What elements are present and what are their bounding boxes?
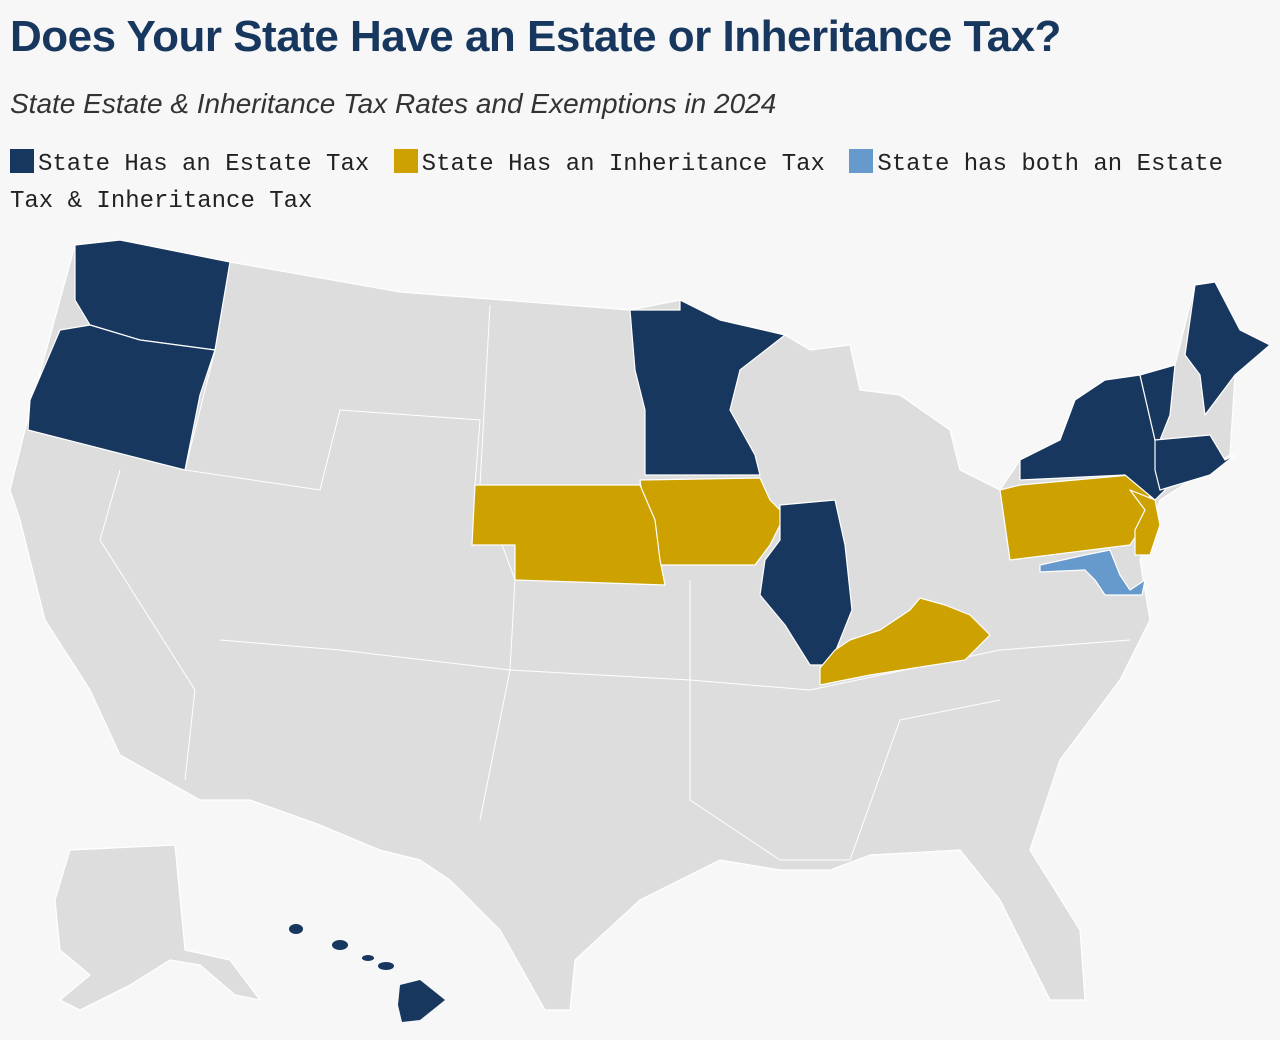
state: [639, 477, 786, 566]
state: [471, 484, 666, 586]
state-border: [99, 469, 196, 781]
state: [759, 499, 853, 666]
legend: State Has an Estate Tax State Has an Inh…: [10, 146, 1270, 220]
us-outline: [9, 239, 1271, 1011]
legend-label: State Has an Estate Tax: [38, 151, 370, 178]
legend-label: State has both an Estate Tax & Inheritan…: [10, 151, 1223, 215]
legend-item: State Has an Estate Tax: [10, 149, 370, 178]
state: [1154, 434, 1236, 491]
state: [629, 299, 786, 476]
state-border: [689, 580, 1001, 861]
legend-swatch: [849, 149, 874, 173]
state: [1039, 549, 1146, 596]
state: [1139, 364, 1176, 441]
legend-item: State Has an Inheritance Tax: [393, 149, 825, 178]
state: [27, 324, 216, 471]
state: [1184, 281, 1271, 416]
subtitle: State Estate & Inheritance Tax Rates and…: [10, 88, 777, 119]
legend-swatch: [393, 149, 418, 173]
state: [1129, 489, 1161, 556]
island: [398, 980, 445, 1022]
island: [378, 962, 394, 970]
island: [289, 924, 303, 934]
island: [362, 955, 374, 961]
legend-item: State has both an Estate Tax & Inheritan…: [10, 149, 1223, 215]
title: Does Your State Have an Estate or Inheri…: [10, 12, 1061, 61]
state: [819, 597, 991, 686]
legend-label: State Has an Inheritance Tax: [421, 151, 825, 178]
island: [332, 940, 348, 950]
alaska: [54, 844, 261, 1011]
legend-swatch: [10, 149, 34, 173]
